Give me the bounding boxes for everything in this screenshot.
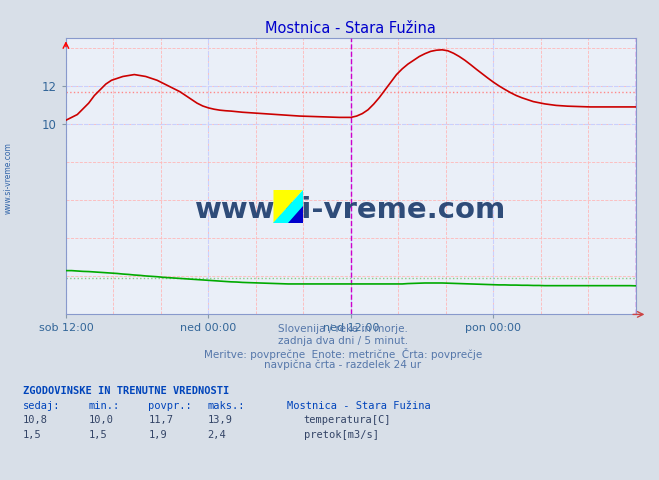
Text: maks.:: maks.: — [208, 401, 245, 411]
Text: navpična črta - razdelek 24 ur: navpična črta - razdelek 24 ur — [264, 360, 421, 371]
Text: Slovenija / reke in morje.: Slovenija / reke in morje. — [277, 324, 408, 334]
Text: 10,0: 10,0 — [89, 415, 114, 425]
Text: 2,4: 2,4 — [208, 430, 226, 440]
Text: 11,7: 11,7 — [148, 415, 173, 425]
Text: www.si-vreme.com: www.si-vreme.com — [4, 142, 13, 214]
Text: 10,8: 10,8 — [23, 415, 48, 425]
Text: zadnja dva dni / 5 minut.: zadnja dva dni / 5 minut. — [277, 336, 408, 346]
Polygon shape — [273, 190, 303, 223]
Text: min.:: min.: — [89, 401, 120, 411]
Polygon shape — [289, 206, 303, 223]
Text: ZGODOVINSKE IN TRENUTNE VREDNOSTI: ZGODOVINSKE IN TRENUTNE VREDNOSTI — [23, 386, 229, 396]
Text: sedaj:: sedaj: — [23, 401, 61, 411]
Title: Mostnica - Stara Fužina: Mostnica - Stara Fužina — [266, 21, 436, 36]
Text: www.si-vreme.com: www.si-vreme.com — [195, 195, 507, 224]
Text: 1,5: 1,5 — [89, 430, 107, 440]
Text: 13,9: 13,9 — [208, 415, 233, 425]
Text: povpr.:: povpr.: — [148, 401, 192, 411]
Text: temperatura[C]: temperatura[C] — [304, 415, 391, 425]
Polygon shape — [273, 190, 303, 223]
Text: 1,9: 1,9 — [148, 430, 167, 440]
Text: 1,5: 1,5 — [23, 430, 42, 440]
Text: Mostnica - Stara Fužina: Mostnica - Stara Fužina — [287, 401, 430, 411]
Text: Meritve: povprečne  Enote: metrične  Črta: povprečje: Meritve: povprečne Enote: metrične Črta:… — [204, 348, 482, 360]
Text: pretok[m3/s]: pretok[m3/s] — [304, 430, 379, 440]
